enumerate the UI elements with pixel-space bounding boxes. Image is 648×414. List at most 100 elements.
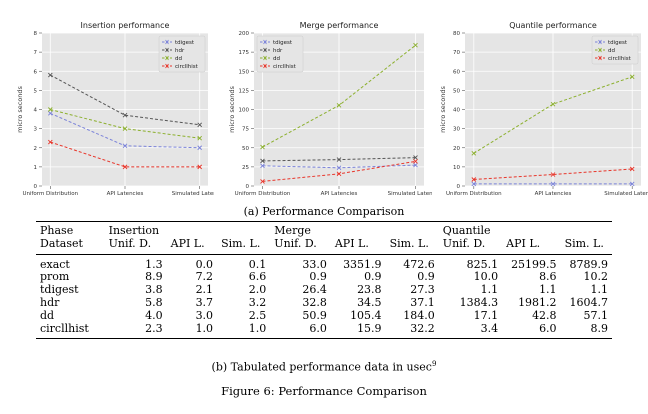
marker-stroke	[47, 139, 53, 145]
table-cell: 2.0	[248, 283, 267, 297]
table-column-header: Unif. D.	[438, 237, 503, 255]
data-point-hdr	[47, 72, 53, 78]
y-tick-label: 175	[239, 50, 250, 56]
y-tick-label: 0	[457, 184, 461, 190]
table-row-label: hdr	[40, 295, 60, 309]
legend-label: tdigest	[175, 40, 195, 46]
data-point-circllhist	[629, 166, 635, 172]
legend: tdigest hdr dd circllhist	[256, 35, 304, 73]
series-hdr	[260, 155, 418, 164]
x-tick-label: Uniform Distribution	[446, 191, 502, 197]
table-column-header: API L.	[166, 237, 218, 255]
legend-marker	[263, 55, 267, 61]
table-column-header: Sim. L.	[385, 237, 439, 255]
insertion-performance-chart: 0 1 2 3 4 5 6 7 8 Uniform Distribution API Latenci…	[16, 21, 214, 197]
series-line-hdr	[50, 74, 200, 126]
legend-marker	[165, 39, 169, 45]
table-body: exact 1.3 0.0 0.1 33.0 3351.9 472.6 825.1 25199.…	[36, 254, 612, 340]
x-tick-label: Uniform Distribution	[22, 191, 78, 197]
legend-entry-hdr: hdr	[260, 47, 283, 54]
legend-entry-dd: dd	[260, 55, 280, 62]
data-point-hdr	[260, 158, 265, 164]
table-row: dd 4.0 3.0 2.5 50.9 105.4 184.0 17.1 42.8 57.1	[36, 308, 612, 323]
data-point-dd	[629, 74, 635, 80]
marker-stroke	[47, 107, 53, 112]
table-header-group	[217, 220, 271, 238]
y-tick-label: 100	[239, 108, 250, 114]
marker-stroke	[413, 159, 418, 164]
table-cell: 34.5	[357, 295, 382, 309]
table-header-group	[330, 220, 386, 238]
marker-stroke	[471, 150, 477, 156]
table-cell: 0.0	[195, 257, 214, 271]
table-cell: 8.9	[560, 322, 612, 340]
table-row: prom 8.9 7.2 6.6 0.9 0.9 0.9 10.0 8.6 10.2	[36, 271, 612, 284]
y-tick-label: 70	[453, 50, 460, 56]
y-tick-label: 60	[453, 69, 460, 75]
legend-label: circllhist	[273, 64, 297, 70]
marker-stroke	[413, 42, 418, 48]
table-cell: 26.4	[302, 283, 327, 297]
table-cell: 2.3	[104, 322, 167, 340]
series-tdigest	[260, 162, 418, 171]
marker-stroke	[122, 143, 128, 149]
table-cell: 57.1	[583, 308, 609, 322]
marker-stroke	[197, 145, 203, 151]
data-point-dd	[413, 42, 418, 48]
table-cell: 6.0	[270, 322, 331, 340]
table-row-label: prom	[40, 270, 70, 284]
table-header-group	[560, 220, 612, 238]
table-row-label: exact	[40, 257, 70, 271]
table-cell: 0.9	[309, 270, 327, 284]
legend-entry-tdigest: tdigest	[260, 39, 293, 46]
marker-stroke	[197, 135, 203, 141]
legend-label: hdr	[175, 48, 185, 54]
legend: tdigest dd circllhist	[591, 35, 639, 65]
table-cell: 3.8	[145, 283, 163, 297]
legend-marker	[263, 47, 267, 53]
legend-entry-circllhist: circllhist	[260, 63, 297, 70]
marker-stroke	[550, 181, 556, 187]
y-tick-label: 0	[34, 184, 38, 190]
table-cell: 1.1	[480, 283, 499, 297]
data-point-dd	[122, 126, 128, 131]
x-tick-label: API Latencies	[321, 191, 358, 197]
series-dd	[471, 74, 635, 156]
series-tdigest	[47, 111, 203, 151]
marker-stroke	[413, 155, 418, 160]
legend-marker	[263, 39, 267, 45]
table-header-group: Phase	[36, 220, 105, 238]
legend-marker	[598, 47, 602, 53]
legend-entry-tdigest: tdigest	[595, 39, 628, 46]
table-cell: 37.1	[410, 295, 435, 309]
data-point-tdigest	[413, 162, 418, 168]
marker-stroke	[122, 126, 128, 131]
table-cell: 184.0	[403, 308, 435, 322]
data-point-hdr	[122, 112, 128, 118]
table-header-group	[385, 220, 439, 238]
table-cell: 1384.3	[459, 295, 499, 309]
marker-stroke	[260, 179, 265, 184]
table-cell: 3.0	[195, 308, 214, 322]
table-column-header: API L.	[330, 237, 386, 255]
y-tick-label: 20	[453, 146, 460, 152]
legend-label: circllhist	[608, 56, 632, 62]
table-header-group	[166, 220, 218, 238]
y-tick-label: 2	[34, 146, 38, 152]
legend-label: tdigest	[608, 40, 628, 46]
table-cell: 7.2	[195, 270, 214, 284]
y-tick-label: 150	[239, 69, 250, 75]
x-tick-label: API Latencies	[535, 191, 572, 197]
table-cell: 1.1	[590, 283, 609, 297]
legend-entry-circllhist: circllhist	[595, 55, 632, 62]
table-column-header: API L.	[502, 237, 561, 255]
legend-label: hdr	[273, 48, 283, 54]
legend-marker	[598, 39, 602, 45]
marker-stroke	[336, 157, 342, 162]
table-cell: 1604.7	[569, 295, 609, 309]
table-cell: 3351.9	[343, 257, 382, 271]
legend-label: circllhist	[175, 64, 199, 70]
table-cell: 0.1	[248, 257, 267, 271]
y-tick-label: 0	[246, 184, 250, 190]
data-point-tdigest	[336, 165, 342, 171]
